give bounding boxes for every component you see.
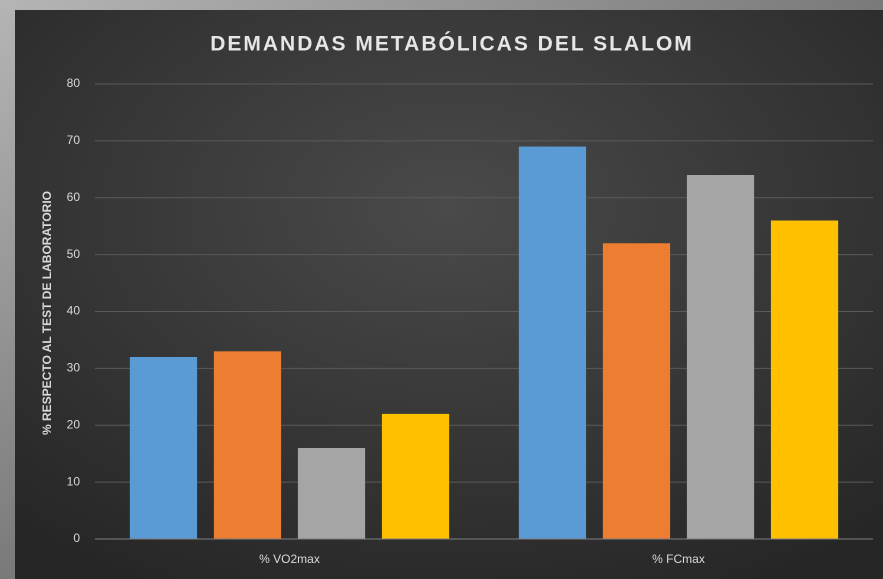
- y-tick-label: 20: [67, 417, 81, 431]
- chart-title: DEMANDAS METABÓLICAS DEL SLALOM: [210, 32, 694, 56]
- bar: [213, 351, 282, 539]
- y-tick-label: 60: [67, 190, 81, 204]
- x-tick-label: % FCmax: [652, 552, 705, 566]
- bar: [686, 175, 755, 539]
- bar: [770, 220, 839, 539]
- y-tick-label: 30: [67, 361, 81, 375]
- bar: [381, 413, 450, 539]
- bar: [297, 448, 366, 539]
- x-tick-label: % VO2max: [259, 552, 320, 566]
- bar: [518, 146, 587, 539]
- y-tick-label: 80: [67, 76, 81, 90]
- y-tick-label: 70: [67, 133, 81, 147]
- bar: [602, 243, 671, 539]
- y-tick-label: 10: [67, 474, 81, 488]
- y-tick-label: 50: [67, 247, 81, 261]
- bar: [129, 357, 198, 539]
- y-tick-label: 0: [73, 531, 80, 545]
- y-axis-label: % RESPECTO AL TEST DE LABORATORIO: [40, 191, 54, 435]
- y-tick-label: 40: [67, 304, 81, 318]
